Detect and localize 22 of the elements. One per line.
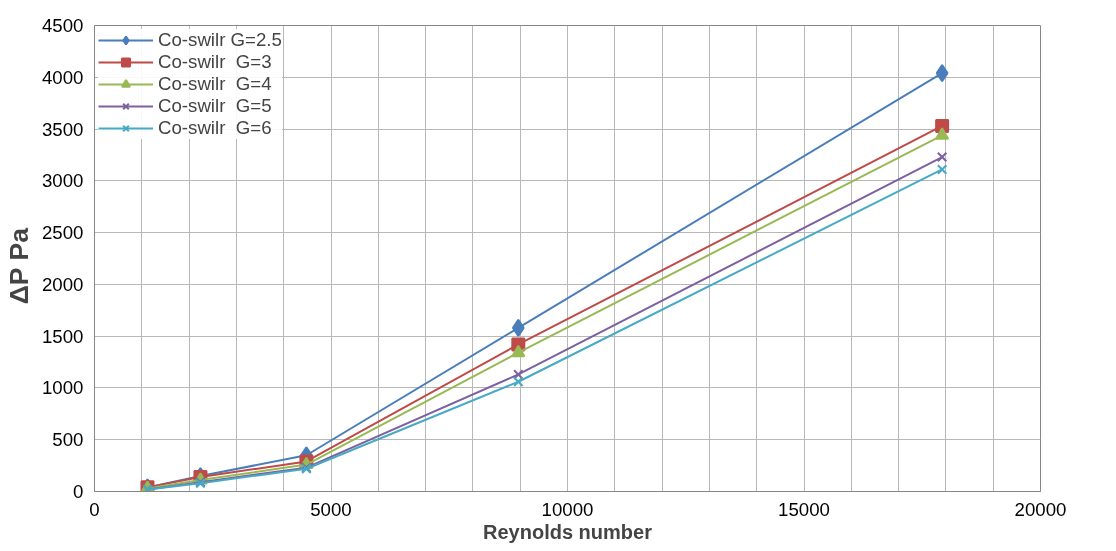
x-tick-label: 0	[89, 498, 100, 520]
y-tick-label: 4000	[42, 66, 84, 88]
legend-label: Co-swilr G=3	[158, 51, 272, 73]
x-tick-label: 5000	[310, 498, 352, 520]
y-tick-label: 1000	[42, 377, 84, 399]
legend-label: Co-swilr G=4	[158, 73, 272, 95]
y-tick-label: 3500	[42, 118, 84, 140]
y-tick-label: 1500	[42, 325, 84, 347]
y-tick-label: 2000	[42, 273, 84, 295]
x-axis-title: Reynolds number	[483, 520, 653, 543]
y-axis-title: ΔP Pa	[4, 227, 34, 305]
y-tick-label: 0	[73, 481, 84, 502]
x-tick-label: 15000	[778, 498, 830, 520]
y-tick-label: 500	[52, 429, 84, 451]
legend-label: Co-swilr G=5	[158, 95, 272, 117]
legend-label: Co-swilr G=2.5	[158, 29, 282, 51]
x-tick-label: 10000	[541, 498, 594, 520]
y-tick-label: 4500	[42, 15, 84, 36]
x-tick-label: 20000	[1014, 498, 1067, 520]
y-tick-label: 3000	[42, 170, 84, 192]
legend-label: Co-swilr G=6	[158, 117, 272, 139]
y-tick-label: 2500	[42, 222, 84, 244]
